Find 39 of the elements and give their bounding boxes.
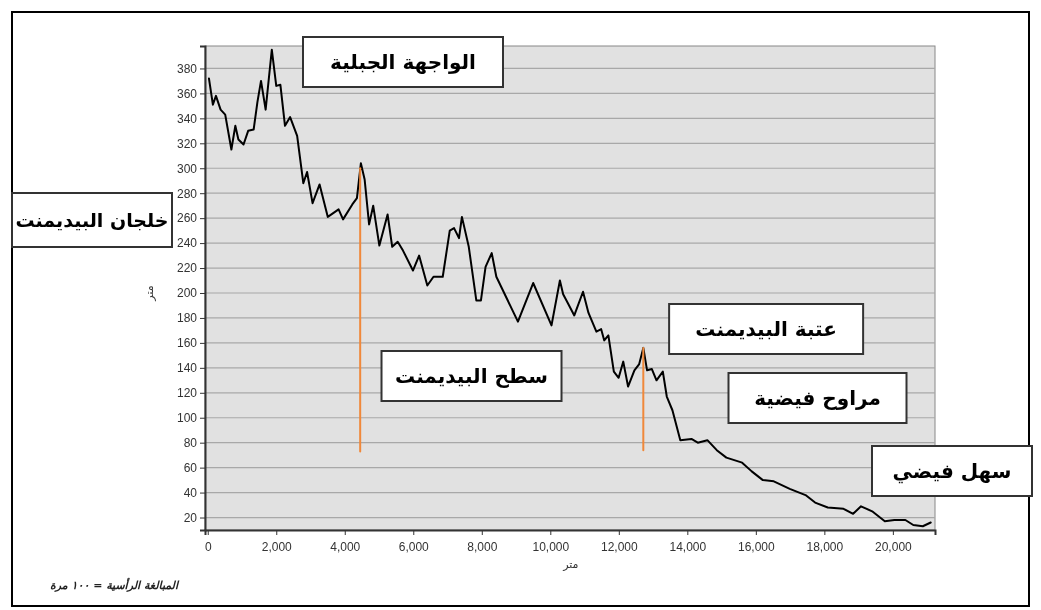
y-tick-label: 220 (176, 261, 198, 276)
y-tick-label: 200 (176, 286, 198, 301)
y-tick-label: 40 (183, 485, 198, 500)
y-tick-label: 180 (176, 311, 198, 326)
x-axis-title: متر (562, 558, 579, 571)
y-tick-label: 80 (183, 436, 198, 451)
y-tick-label: 120 (176, 386, 198, 401)
x-tick-label: 20,000 (875, 540, 913, 555)
x-tick-label: 2,000 (261, 540, 293, 555)
y-tick-label: 140 (176, 361, 198, 376)
y-tick-label: 340 (176, 111, 198, 126)
x-tick-label: 0 (204, 540, 212, 555)
y-tick-label: 300 (176, 161, 198, 176)
annotation: سطح البيديمنت (395, 364, 549, 388)
y-axis-title: متر (143, 285, 156, 302)
text: خلجان البيديمنت (15, 209, 169, 231)
annotation: عتبة البيديمنت (695, 317, 837, 341)
y-tick-label: 360 (176, 86, 198, 101)
y-tick-label: 260 (176, 211, 198, 226)
y-tick-label: 100 (176, 411, 198, 426)
x-tick-label: 10,000 (532, 540, 570, 555)
x-tick-label: 4,000 (330, 540, 361, 555)
y-tick-label: 60 (183, 460, 198, 475)
x-tick-label: 12,000 (600, 540, 638, 555)
x-tick-label: 14,000 (669, 540, 707, 555)
y-tick-label: 20 (183, 510, 198, 525)
annotation: الواجهة الجبلية (330, 50, 476, 74)
y-tick-label: 240 (176, 236, 198, 251)
text: المبالغة الرأسية = ١٠٠ مرة (50, 577, 180, 592)
annotation: مراوح فيضية (754, 386, 881, 410)
x-tick-label: 6,000 (398, 540, 430, 555)
annotation: سهل فيضي (892, 459, 1012, 484)
x-tick-label: 8,000 (467, 540, 498, 555)
x-tick-label: 16,000 (737, 540, 776, 555)
y-tick-label: 380 (176, 61, 198, 76)
x-tick-label: 18,000 (806, 540, 844, 555)
y-tick-label: 320 (176, 136, 198, 151)
y-tick-label: 280 (176, 186, 198, 201)
y-tick-label: 160 (176, 336, 198, 351)
